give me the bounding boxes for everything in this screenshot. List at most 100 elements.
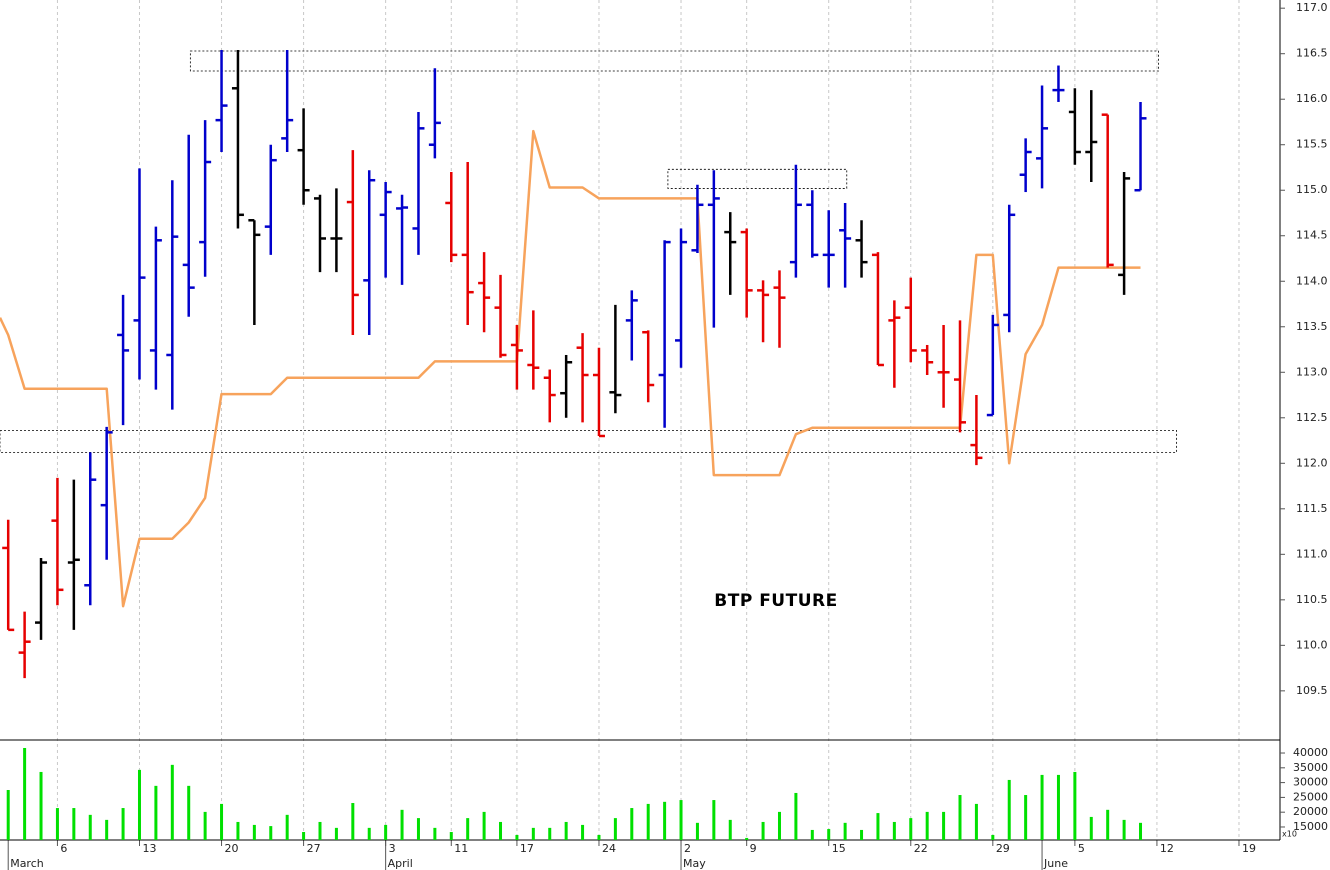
x-tick-label: 15 — [832, 842, 846, 855]
month-label: May — [683, 857, 706, 870]
month-label: March — [10, 857, 44, 870]
volume-bar — [597, 834, 601, 840]
volume-bar — [416, 818, 420, 840]
volume-bar — [318, 821, 322, 840]
volume-bar — [548, 827, 552, 840]
volume-bar — [843, 822, 847, 840]
y-tick-label: 115.0 — [1296, 183, 1328, 196]
volume-bar — [679, 800, 683, 840]
volume-bar — [695, 822, 699, 840]
volume-bar — [613, 818, 617, 840]
volume-bar — [351, 803, 355, 840]
volume-bar — [531, 827, 535, 840]
y-tick-label: 117.0 — [1296, 1, 1328, 14]
volume-bar — [334, 827, 338, 840]
volume-bar — [1024, 795, 1028, 840]
volume-bar — [1056, 774, 1060, 840]
volume-bar — [170, 764, 174, 840]
volume-bar — [6, 790, 10, 840]
x-tick-label: 22 — [914, 842, 928, 855]
volume-bar — [433, 827, 437, 840]
volume-bar — [1089, 816, 1093, 840]
volume-bar — [499, 821, 503, 840]
volume-bar — [909, 818, 913, 840]
range-zone — [667, 168, 848, 189]
volume-bar — [581, 824, 585, 840]
x-tick-label: 5 — [1078, 842, 1085, 855]
volume-bar — [810, 829, 814, 840]
x-tick-label: 9 — [750, 842, 757, 855]
y-tick-label: 35000 — [1293, 761, 1328, 774]
volume-bar — [220, 803, 224, 840]
volume-bar — [892, 821, 896, 840]
volume-bar — [761, 821, 765, 840]
volume-bar — [400, 809, 404, 840]
x-tick-label: 6 — [60, 842, 67, 855]
month-label: April — [388, 857, 413, 870]
volume-bar — [1106, 809, 1110, 840]
volume-bar — [367, 827, 371, 840]
volume-bar — [745, 837, 749, 840]
volume-bar — [105, 819, 109, 840]
y-tick-label: 15000 — [1293, 820, 1328, 833]
volume-bar — [712, 800, 716, 840]
volume-bar — [121, 808, 125, 840]
volume-bar — [1139, 822, 1143, 840]
x-tick-label: 20 — [225, 842, 239, 855]
x-tick-label: 29 — [996, 842, 1010, 855]
volume-bar — [974, 803, 978, 840]
volume-bar — [137, 769, 141, 840]
volume-bar — [72, 808, 76, 840]
volume-bar — [827, 829, 831, 840]
volume-bar — [925, 811, 929, 840]
x-tick-label: 19 — [1242, 842, 1256, 855]
volume-bar — [252, 824, 256, 840]
volume-bar — [860, 829, 864, 840]
x-tick-label: 13 — [142, 842, 156, 855]
y-tick-label: 113.5 — [1296, 320, 1328, 333]
y-tick-label: 20000 — [1293, 805, 1328, 818]
volume-bar — [1073, 771, 1077, 840]
x-tick-label: 27 — [307, 842, 321, 855]
volume-bar — [1007, 779, 1011, 840]
volume-bar — [466, 818, 470, 840]
y-tick-label: 109.5 — [1296, 684, 1328, 697]
volume-bar — [728, 819, 732, 840]
volume-bar — [55, 808, 59, 840]
volume-bar — [482, 811, 486, 840]
volume-bar — [302, 832, 306, 840]
volume-bar — [269, 826, 273, 840]
volume-bar — [449, 832, 453, 840]
y-tick-label: 114.0 — [1296, 274, 1328, 287]
volume-bar — [942, 811, 946, 840]
volume-bar — [777, 811, 781, 840]
y-tick-label: 112.0 — [1296, 456, 1328, 469]
range-zone — [189, 50, 1159, 72]
volume-bar — [88, 814, 92, 840]
x-tick-label: 11 — [454, 842, 468, 855]
volume-bar — [187, 785, 191, 840]
x-tick-label: 24 — [602, 842, 616, 855]
y-tick-label: 115.5 — [1296, 138, 1328, 151]
volume-bar — [958, 795, 962, 840]
volume-bar — [794, 792, 798, 840]
x-tick-label: 2 — [684, 842, 691, 855]
volume-bar — [515, 834, 519, 840]
y-tick-label: 110.5 — [1296, 593, 1328, 606]
volume-bar — [1040, 774, 1044, 840]
volume-bar — [203, 811, 207, 840]
chart-title: BTP FUTURE — [714, 591, 837, 611]
volume-bar — [991, 834, 995, 840]
volume-bar — [663, 801, 667, 840]
volume-bar — [154, 785, 158, 840]
volume-bar — [630, 808, 634, 840]
volume-bar — [564, 821, 568, 840]
volume-bar — [39, 771, 43, 840]
y-tick-label: 25000 — [1293, 790, 1328, 803]
y-tick-label: 30000 — [1293, 776, 1328, 789]
y-tick-label: 116.5 — [1296, 47, 1328, 60]
y-tick-label: 116.0 — [1296, 92, 1328, 105]
volume-bar — [23, 747, 27, 840]
